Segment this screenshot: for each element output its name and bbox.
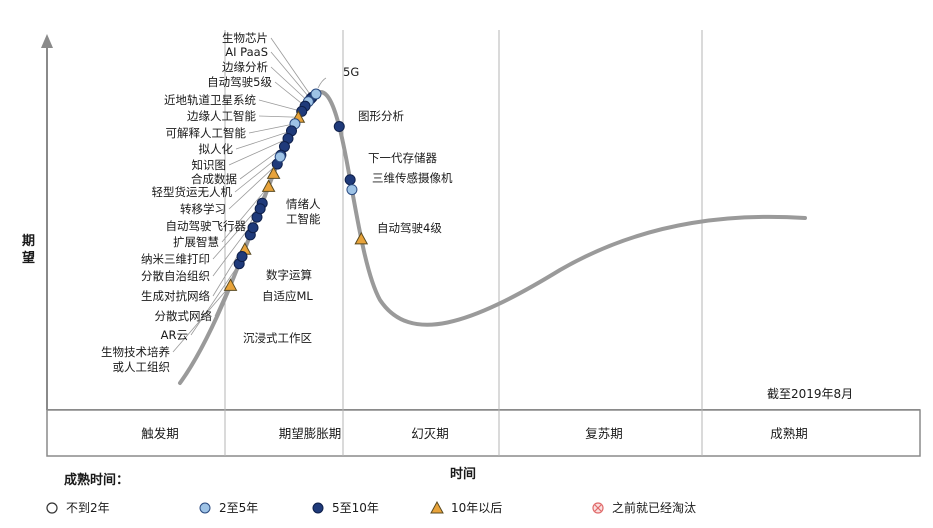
- point-label: 自动驾驶4级: [377, 221, 442, 235]
- date-note: 截至2019年8月: [767, 387, 853, 401]
- point-label: 下一代存储器: [368, 151, 437, 165]
- point-label: 转移学习: [180, 202, 226, 216]
- legend-title: 成熟时间：: [64, 472, 129, 488]
- point-label: 扩展智慧: [173, 235, 219, 249]
- legend-item: 2至5年: [199, 501, 258, 515]
- point-label: 生物技术培养或人工组织: [101, 345, 170, 374]
- data-point: [333, 121, 345, 133]
- legend-label: 2至5年: [219, 501, 258, 515]
- data-point: [247, 222, 259, 234]
- point-label: 情绪人工智能: [286, 197, 321, 226]
- point-label: 数字运算: [266, 268, 312, 282]
- point-label: 轻型货运无人机: [152, 185, 233, 199]
- point-label: 边缘人工智能: [187, 109, 256, 123]
- leader-line: [270, 66, 309, 102]
- data-point: [310, 88, 322, 100]
- leader-line: [274, 81, 306, 107]
- data-point: [261, 179, 276, 192]
- legend-label: 不到2年: [66, 501, 110, 515]
- data-point: [354, 231, 369, 245]
- data-point: [266, 166, 281, 179]
- legend-marker: [592, 502, 604, 514]
- data-point: [254, 203, 266, 215]
- phase-label: 幻灭期: [411, 426, 449, 441]
- phase-band-box: [46, 409, 921, 457]
- point-label: 分散自治组织: [141, 269, 210, 283]
- leader-line: [270, 51, 311, 100]
- point-label: 三维传感摄像机: [372, 171, 453, 185]
- leader-line: [228, 163, 278, 210]
- point-label: 生成对抗网络: [141, 289, 210, 303]
- leader-line: [221, 186, 269, 243]
- leader-line: [190, 263, 240, 336]
- point-label: 生物芯片: [222, 31, 268, 45]
- point-label: 自适应ML: [262, 289, 313, 303]
- leader-line: [248, 123, 296, 134]
- data-point: [236, 251, 248, 263]
- point-label: 沉浸式工作区: [243, 331, 312, 345]
- legend-items: 不到2年 2至5年 5至10年 10年以后 之前就已经淘汰: [46, 500, 696, 515]
- point-label: 边缘分析: [222, 60, 268, 74]
- phase-band: [46, 409, 921, 457]
- point-label: 近地轨道卫星系统: [164, 93, 256, 107]
- leader-line: [235, 130, 292, 150]
- legend-marker: [312, 502, 324, 514]
- legend-label: 之前就已经淘汰: [612, 500, 696, 515]
- phase-label: 复苏期: [585, 426, 623, 441]
- y-axis-arrow: [41, 34, 53, 48]
- phase-label: 触发期: [141, 426, 179, 441]
- point-label: 自动驾驶5级: [207, 75, 272, 89]
- phase-label: 成熟期: [770, 426, 808, 441]
- legend-marker: [199, 502, 211, 514]
- phase-labels: 触发期 期望膨胀期 幻灭期 复苏期 成熟期: [141, 426, 808, 441]
- legend: 成熟时间： 不到2年 2至5年 5至10年 10年以后 之前就已经淘汰: [46, 472, 696, 515]
- legend-marker: [46, 502, 58, 514]
- point-label: 可解释人工智能: [166, 126, 247, 140]
- point-label: 分散式网络: [155, 309, 213, 323]
- leader-line: [172, 285, 231, 353]
- point-label: 合成数据: [191, 172, 237, 186]
- data-point: [344, 174, 356, 186]
- legend-label: 10年以后: [451, 501, 502, 515]
- point-label: AR云: [161, 328, 188, 342]
- point-label: AI PaaS: [225, 45, 268, 59]
- point-label: 纳米三维打印: [141, 252, 210, 266]
- legend-item: 5至10年: [312, 501, 379, 515]
- legend-label: 5至10年: [332, 501, 379, 515]
- leader-line: [258, 99, 302, 112]
- point-label: 拟人化: [199, 142, 234, 156]
- legend-marker: [430, 500, 444, 514]
- point-label: 5G: [343, 65, 359, 79]
- point-label: 知识图: [192, 158, 227, 172]
- leader-line: [317, 77, 327, 89]
- x-axis-label: 时间: [450, 466, 476, 482]
- markers: [223, 88, 369, 291]
- point-label: 自动驾驶飞行器: [166, 219, 247, 233]
- legend-item: 10年以后: [430, 500, 502, 515]
- leader-line: [258, 115, 299, 118]
- y-axis-label-2: 望: [22, 250, 35, 266]
- leader-line: [228, 138, 289, 166]
- data-point: [223, 278, 238, 291]
- phase-label: 期望膨胀期: [279, 426, 342, 441]
- point-label: 图形分析: [358, 109, 404, 123]
- y-axis-label-1: 期: [22, 234, 35, 249]
- data-point: [346, 184, 358, 196]
- legend-item: 之前就已经淘汰: [592, 500, 696, 515]
- legend-item: 不到2年: [46, 501, 110, 515]
- leader-line: [270, 37, 313, 98]
- phase-dividers: [224, 30, 703, 456]
- data-point: [274, 151, 286, 163]
